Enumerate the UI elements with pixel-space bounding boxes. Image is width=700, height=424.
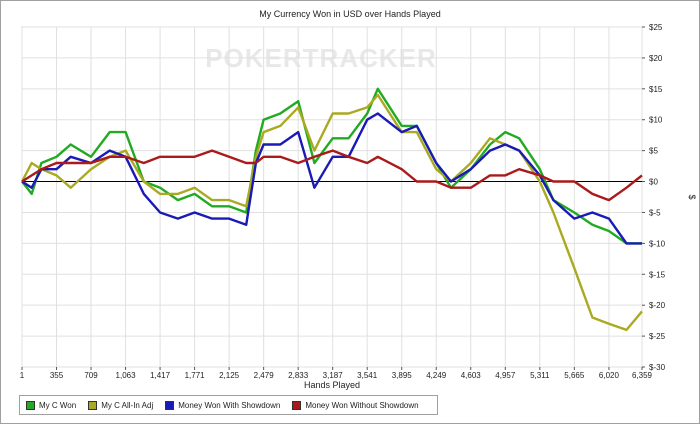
y-tick-label: $20 <box>649 54 663 63</box>
x-tick-label: 1,771 <box>185 371 206 380</box>
x-tick-label: 4,957 <box>495 371 516 380</box>
legend-label: My C Won <box>39 400 77 410</box>
chart-title: My Currency Won in USD over Hands Played <box>259 9 441 19</box>
x-tick-label: 2,125 <box>219 371 240 380</box>
x-axis-label: Hands Played <box>304 380 360 390</box>
y-tick-label: $10 <box>649 116 663 125</box>
y-tick-label: $5 <box>649 147 658 156</box>
x-axis: 1 355 709 1,063 1,417 1,771 2,125 2,479 2,833 3,1… <box>20 367 653 380</box>
x-tick-label: 3,541 <box>357 371 378 380</box>
series-group <box>20 87 643 332</box>
legend-item-1: My C Won <box>26 400 77 410</box>
grid <box>21 26 643 368</box>
x-tick-label: 355 <box>50 371 64 380</box>
legend-swatch <box>165 400 175 410</box>
series-line-3 <box>21 112 642 245</box>
x-tick-label: 2,479 <box>254 371 275 380</box>
x-tick-label: 4,603 <box>461 371 482 380</box>
x-tick-label: 6,020 <box>599 371 620 380</box>
y-axis: $25 $20 $15 $10 $5 $0 $-5 $-10 $-15 $-20 $-25 $-30 <box>642 23 666 372</box>
x-tick-label: 4,249 <box>426 371 447 380</box>
y-tick-label: $-25 <box>649 332 666 341</box>
x-tick-label: 6,359 <box>632 371 653 380</box>
x-tick-label: 709 <box>84 371 98 380</box>
x-tick-label: 1,063 <box>116 371 137 380</box>
y-tick-label: $-5 <box>649 208 661 217</box>
legend-swatch <box>88 400 98 410</box>
y-tick-label: $-20 <box>649 301 666 310</box>
series-line-1 <box>21 87 642 245</box>
legend-item-4: Money Won Without Showdown <box>292 400 419 410</box>
legend-label: My C All-In Adj <box>101 400 154 410</box>
y-tick-label: $25 <box>649 23 663 32</box>
plot-area <box>21 26 643 368</box>
legend: My C Won My C All-In Adj Money Won With Sh… <box>19 395 438 415</box>
legend-item-2: My C All-In Adj <box>88 400 154 410</box>
x-tick-label: 3,187 <box>323 371 344 380</box>
legend-swatch <box>26 400 35 410</box>
y-tick-label: $-30 <box>649 363 666 372</box>
y-tick-label: $15 <box>649 85 663 94</box>
series-line-4 <box>21 149 643 202</box>
legend-label: Money Won With Showdown <box>178 400 281 410</box>
legend-swatch <box>292 400 302 410</box>
legend-label: Money Won Without Showdown <box>305 400 419 410</box>
x-tick-label: 5,311 <box>530 371 550 380</box>
y-tick-label: $-10 <box>649 239 666 248</box>
x-tick-label: 3,895 <box>392 371 413 380</box>
y-axis-label: $ <box>687 194 697 199</box>
x-tick-label: 1,417 <box>150 371 171 380</box>
y-tick-label: $-15 <box>649 270 666 279</box>
x-tick-label: 5,665 <box>564 371 585 380</box>
y-tick-label: $0 <box>649 178 658 187</box>
legend-item-3: Money Won With Showdown <box>165 400 281 410</box>
x-tick-label: 2,833 <box>288 371 309 380</box>
series-line-2 <box>20 93 643 332</box>
x-tick-label: 1 <box>20 371 25 380</box>
